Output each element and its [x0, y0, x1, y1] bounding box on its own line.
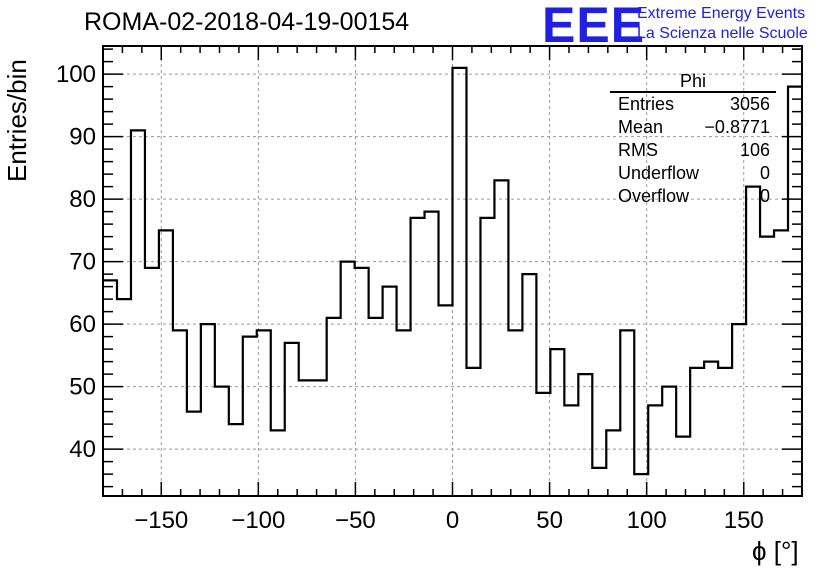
stats-row-underflow: Underflow 0: [610, 162, 776, 185]
x-tick-label: 50: [536, 507, 563, 534]
axis-ticks: [102, 46, 803, 496]
eee-logo-mark: EEE: [542, 0, 646, 53]
x-axis-label: ϕ [°]: [752, 536, 799, 566]
x-tick-label: −150: [134, 507, 188, 534]
x-tick-label: 0: [446, 507, 459, 534]
y-tick-label: 40: [69, 436, 96, 463]
axis-tick-labels: −150 −100 −50 0 50 100 150 40 50 60 70 80 90 100: [56, 61, 764, 534]
x-tick-label: −100: [231, 507, 285, 534]
y-tick-label: 70: [69, 249, 96, 276]
y-tick-label: 100: [56, 61, 96, 88]
stats-row-entries: Entries 3056: [610, 93, 776, 116]
y-axis-label: Entries/bin: [2, 59, 32, 182]
stats-title: Phi: [610, 72, 776, 93]
stats-row-rms: RMS 106: [610, 139, 776, 162]
stats-label: Entries: [618, 94, 675, 114]
stats-value: 0: [759, 186, 770, 206]
stats-label: Underflow: [618, 163, 700, 183]
y-tick-label: 60: [69, 311, 96, 338]
chart-title: ROMA-02-2018-04-19-00154: [84, 8, 410, 36]
stats-label: RMS: [618, 140, 658, 160]
stats-box: Phi Entries 3056 Mean −0.8771 RMS 106 Un…: [610, 72, 776, 208]
stats-label: Mean: [618, 117, 664, 137]
histogram-outline: [103, 66, 802, 476]
stats-row-mean: Mean −0.8771: [610, 116, 776, 139]
y-tick-label: 90: [69, 124, 96, 151]
logo-line-2: La Scienza nelle Scuole: [637, 25, 808, 42]
stats-value: −0.8771: [704, 117, 770, 137]
y-tick-label: 80: [69, 186, 96, 213]
stats-value: 0: [759, 163, 770, 183]
stats-row-overflow: Overflow 0: [610, 185, 776, 208]
x-tick-label: 150: [724, 507, 764, 534]
stats-value: 3056: [729, 94, 770, 114]
stats-value: 106: [739, 140, 770, 160]
stats-label: Overflow: [618, 186, 690, 206]
x-tick-label: 100: [627, 507, 667, 534]
y-tick-label: 50: [69, 374, 96, 401]
logo-line-1: Extreme Energy Events: [637, 5, 806, 22]
x-tick-label: −50: [335, 507, 376, 534]
